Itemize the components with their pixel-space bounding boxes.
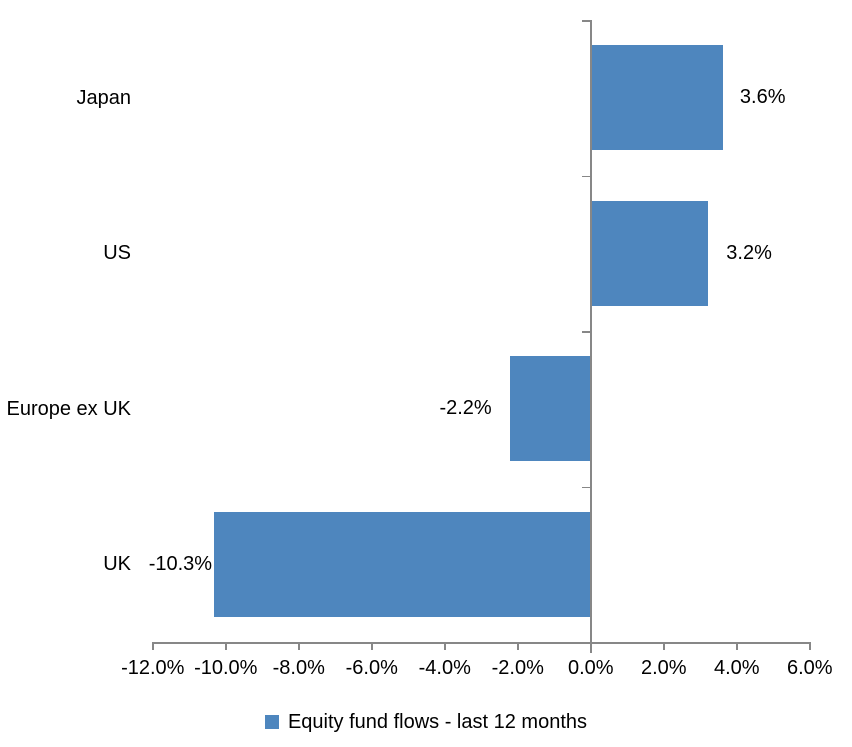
category-axis-tick bbox=[582, 331, 590, 333]
value-axis-tick bbox=[225, 642, 227, 650]
legend: Equity fund flows - last 12 months bbox=[0, 707, 852, 737]
bar-japan bbox=[591, 45, 723, 151]
bar-us bbox=[591, 200, 709, 306]
category-label: Europe ex UK bbox=[6, 397, 131, 420]
legend-swatch-icon bbox=[264, 715, 279, 729]
value-axis-tick bbox=[809, 642, 811, 650]
legend-label: Equity fund flows - last 12 months bbox=[287, 710, 588, 733]
value-axis-tick-label: -2.0% bbox=[491, 657, 544, 679]
category-label: Japan bbox=[76, 86, 132, 109]
data-label: -10.3% bbox=[148, 552, 213, 575]
value-axis-tick bbox=[590, 642, 592, 653]
value-axis-tick-label: 2.0% bbox=[640, 657, 687, 679]
value-axis-tick-label: -10.0% bbox=[194, 657, 258, 679]
value-axis-tick bbox=[152, 642, 154, 650]
value-axis-tick-label: 4.0% bbox=[713, 657, 760, 679]
value-axis-tick bbox=[517, 642, 519, 650]
value-axis-tick bbox=[444, 642, 446, 650]
value-axis-tick bbox=[298, 642, 300, 650]
value-axis-line bbox=[152, 642, 811, 644]
value-axis-tick-label: 0.0% bbox=[567, 657, 614, 679]
value-axis-tick bbox=[371, 642, 373, 650]
data-label: -2.2% bbox=[439, 397, 492, 420]
category-axis-line bbox=[590, 20, 592, 642]
category-axis-tick bbox=[582, 486, 590, 488]
value-axis-tick-label: 6.0% bbox=[786, 657, 833, 679]
category-axis-tick bbox=[582, 20, 590, 22]
data-label: 3.6% bbox=[739, 86, 786, 109]
bar-europe-ex-uk bbox=[509, 356, 590, 462]
value-axis-tick-label: -8.0% bbox=[272, 657, 325, 679]
category-label: US bbox=[103, 242, 131, 265]
bar-uk bbox=[214, 511, 590, 617]
category-axis-tick bbox=[582, 642, 590, 644]
value-axis-tick bbox=[663, 642, 665, 650]
category-axis-tick bbox=[582, 175, 590, 177]
value-axis-tick bbox=[736, 642, 738, 650]
category-label: UK bbox=[103, 553, 131, 576]
value-axis-tick-label: -6.0% bbox=[345, 657, 398, 679]
value-axis-tick-label: -4.0% bbox=[418, 657, 471, 679]
data-label: 3.2% bbox=[726, 241, 772, 264]
value-axis-tick-label: -12.0% bbox=[121, 657, 185, 679]
